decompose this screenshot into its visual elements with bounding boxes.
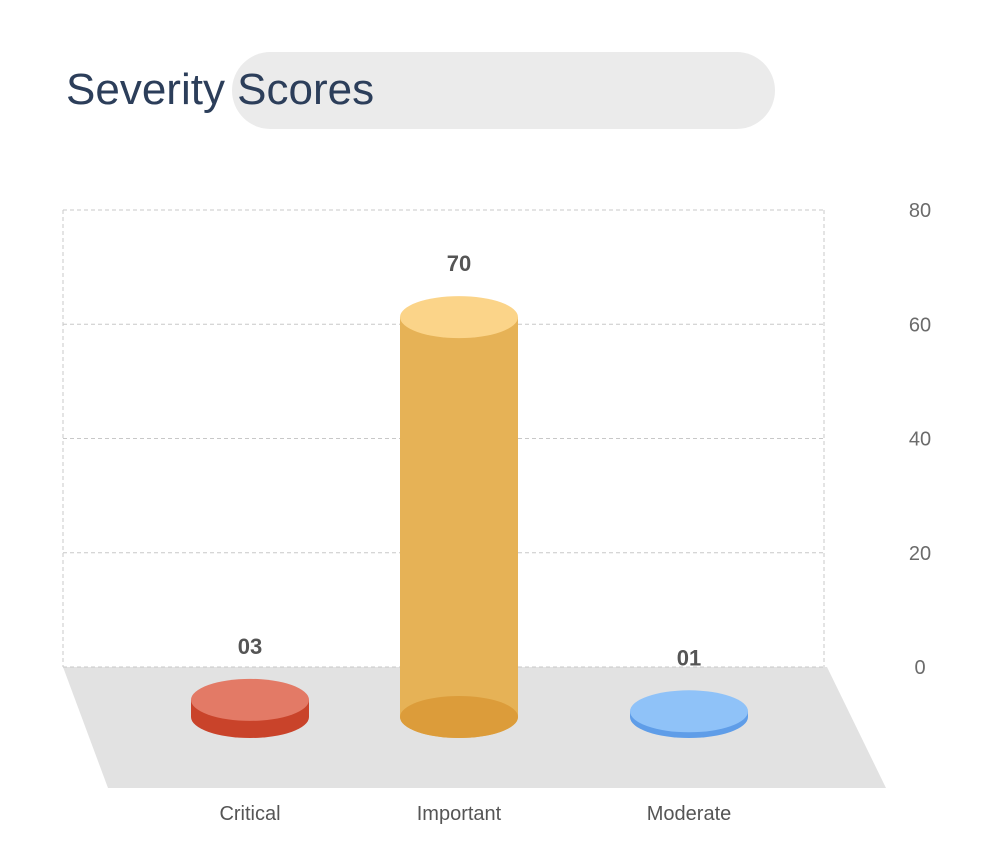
data-label: 70: [447, 251, 471, 276]
y-tick-label: 40: [909, 429, 931, 451]
x-tick-label: Moderate: [647, 803, 732, 825]
y-tick-label: 80: [909, 200, 931, 222]
x-tick-label: Critical: [219, 803, 280, 825]
bar-critical: [191, 678, 309, 738]
y-tick-label: 0: [914, 657, 925, 679]
data-label: 01: [677, 645, 701, 670]
data-label: 03: [238, 634, 262, 659]
bar-body: [400, 317, 518, 738]
title-background-pill: [232, 52, 775, 129]
bar-base: [400, 696, 518, 738]
y-tick-label: 20: [909, 543, 931, 565]
bar-important: [400, 296, 518, 738]
x-tick-label: Important: [417, 803, 502, 825]
bar-top: [630, 690, 748, 733]
bar-moderate: [630, 690, 748, 738]
y-tick-label: 60: [909, 314, 931, 336]
bar-top: [191, 678, 309, 721]
page-title: Severity Scores: [66, 65, 375, 114]
bar-top: [400, 296, 518, 339]
